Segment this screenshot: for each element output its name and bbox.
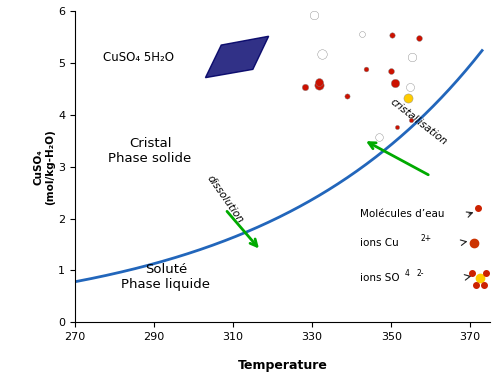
Text: dissolution: dissolution bbox=[205, 173, 246, 225]
Text: 2+: 2+ bbox=[421, 234, 432, 243]
Polygon shape bbox=[206, 36, 268, 78]
Text: Soluté
Phase liquide: Soluté Phase liquide bbox=[122, 263, 210, 291]
Text: ions Cu: ions Cu bbox=[360, 238, 399, 248]
Text: 4: 4 bbox=[405, 269, 410, 278]
Text: CuSO₄ 5H₂O: CuSO₄ 5H₂O bbox=[102, 52, 174, 64]
Text: cristallisation: cristallisation bbox=[388, 97, 449, 147]
Text: ions SO: ions SO bbox=[360, 273, 399, 283]
Text: Temperature: Temperature bbox=[238, 359, 328, 373]
Text: Cristal
Phase solide: Cristal Phase solide bbox=[108, 137, 192, 165]
Text: Molécules d’eau: Molécules d’eau bbox=[360, 210, 444, 219]
Text: 2-: 2- bbox=[417, 269, 424, 278]
Y-axis label: CuSO₄
(mol/kg-H₂O): CuSO₄ (mol/kg-H₂O) bbox=[34, 129, 56, 205]
